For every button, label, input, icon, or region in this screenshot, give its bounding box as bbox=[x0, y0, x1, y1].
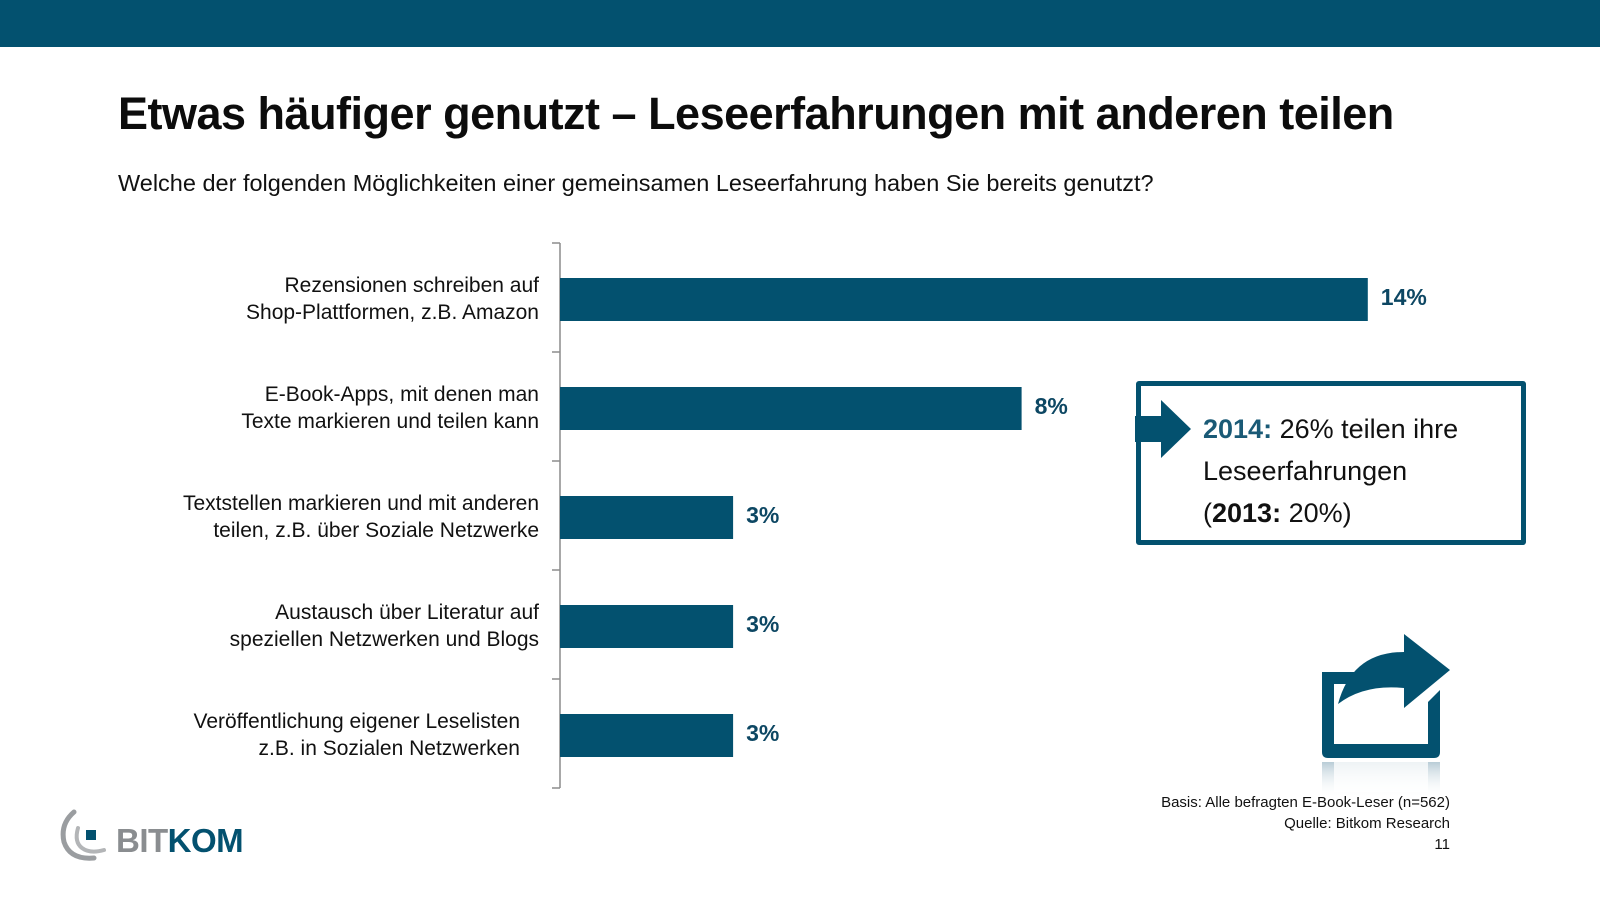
basis-note: Basis: Alle befragten E-Book-Leser (n=56… bbox=[1161, 794, 1450, 811]
callout-year-2014: 2014: bbox=[1203, 414, 1273, 444]
callout-paren: ( bbox=[1203, 498, 1212, 528]
callout-box: 2014: 26% teilen ihre Leseerfahrungen (2… bbox=[1135, 381, 1526, 545]
category-label-line: Shop-Plattformen, z.B. Amazon bbox=[246, 301, 539, 324]
category-label: Veröffentlichung eigener Leselisten z.B. … bbox=[80, 708, 520, 762]
bar-value-label: 3% bbox=[746, 611, 780, 637]
footnote: Basis: Alle befragten E-Book-Leser (n=56… bbox=[1161, 792, 1450, 855]
slide-title: Etwas häufiger genutzt – Leseerfahrungen… bbox=[118, 88, 1394, 139]
logo-text-bit: BIT bbox=[116, 822, 168, 859]
callout-text: 2014: 26% teilen ihre Leseerfahrungen (2… bbox=[1203, 408, 1458, 534]
callout-line-2: Leseerfahrungen bbox=[1203, 456, 1408, 486]
callout-line-3-text: 20%) bbox=[1281, 498, 1352, 528]
category-label: Austausch über Literatur auf speziellen N… bbox=[99, 599, 539, 653]
category-label-line: z.B. in Sozialen Netzwerken bbox=[258, 737, 520, 760]
source-note: Quelle: Bitkom Research bbox=[1284, 815, 1450, 832]
bar bbox=[560, 496, 734, 539]
category-label: Rezensionen schreiben auf Shop-Plattforme… bbox=[99, 272, 539, 326]
callout-year-2013: 2013: bbox=[1212, 498, 1282, 528]
category-label-line: Rezensionen schreiben auf bbox=[284, 274, 539, 297]
category-label-line: Veröffentlichung eigener Leselisten bbox=[193, 710, 520, 733]
category-label-line: speziellen Netzwerken und Blogs bbox=[229, 628, 539, 651]
arrow-right-icon bbox=[1135, 400, 1191, 458]
category-label-line: Texte markieren und teilen kann bbox=[241, 410, 539, 433]
category-label-line: Textstellen markieren und mit anderen bbox=[182, 492, 539, 515]
category-label-line: Austausch über Literatur auf bbox=[275, 601, 539, 624]
logo-text-kom: KOM bbox=[167, 822, 244, 859]
bitkom-logo-mark bbox=[60, 809, 106, 861]
bar bbox=[560, 387, 1022, 430]
category-label: Textstellen markieren und mit anderen tei… bbox=[99, 490, 539, 544]
bitkom-logo: BITKOM bbox=[60, 808, 250, 864]
bar-value-label: 3% bbox=[746, 720, 780, 746]
category-label: E-Book-Apps, mit denen man Texte markiere… bbox=[99, 381, 539, 435]
category-label-line: E-Book-Apps, mit denen man bbox=[264, 383, 539, 406]
bitkom-logo-text: BITKOM bbox=[116, 822, 244, 860]
callout-line-1: 2014: 26% teilen ihre bbox=[1203, 408, 1458, 450]
category-label-line: teilen, z.B. über Soziale Netzwerke bbox=[213, 519, 539, 542]
slide-subtitle: Welche der folgenden Möglichkeiten einer… bbox=[118, 170, 1154, 196]
bar bbox=[560, 278, 1368, 321]
bar-value-label: 3% bbox=[746, 502, 780, 528]
header-bar bbox=[0, 0, 1600, 47]
callout-line-1-text: 26% teilen ihre bbox=[1272, 414, 1459, 444]
bar bbox=[560, 714, 734, 757]
bar bbox=[560, 605, 734, 648]
bar-value-label: 14% bbox=[1380, 284, 1427, 310]
callout-line-3: (2013: 20%) bbox=[1203, 492, 1458, 534]
share-icon bbox=[1322, 634, 1450, 798]
bar-value-label: 8% bbox=[1034, 393, 1068, 419]
page-number: 11 bbox=[1434, 836, 1450, 853]
